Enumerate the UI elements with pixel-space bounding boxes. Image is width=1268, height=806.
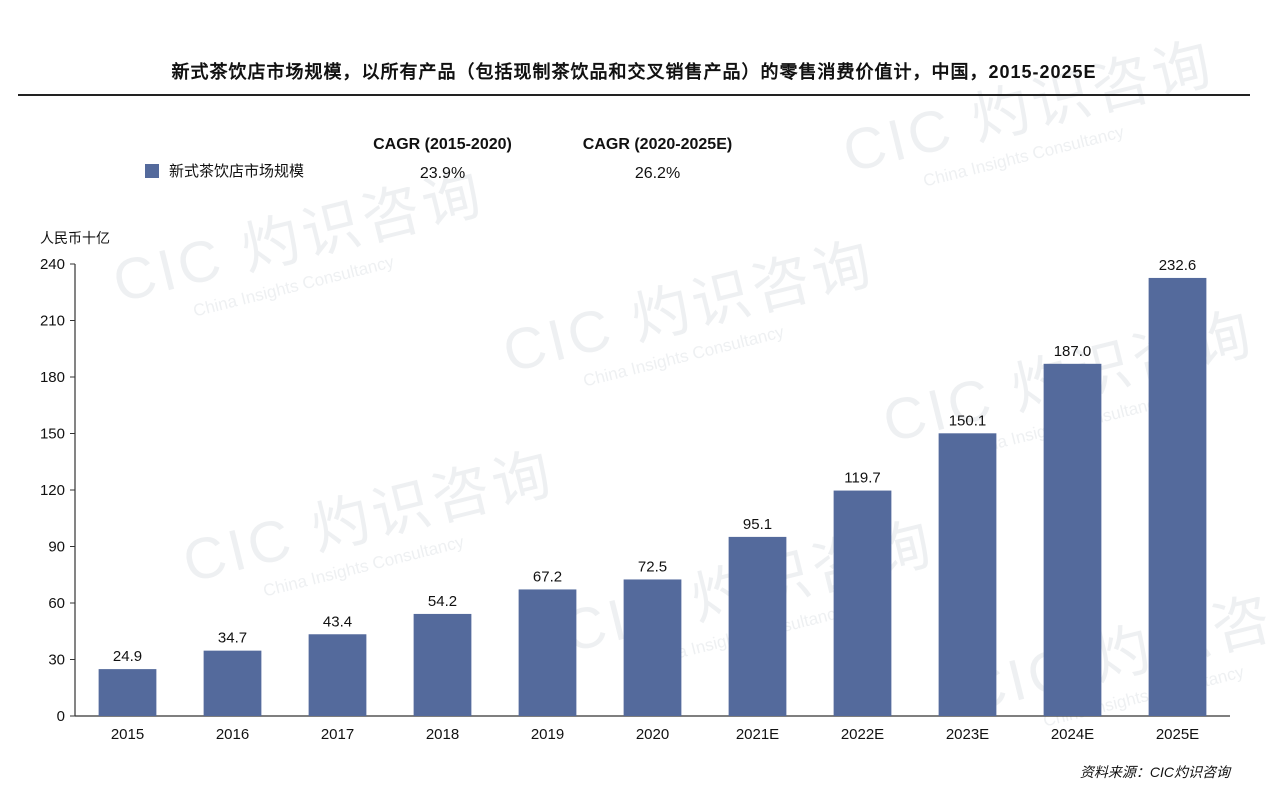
- bar-value-label: 95.1: [743, 516, 772, 533]
- x-tick-label: 2017: [321, 726, 354, 743]
- title-divider: [18, 94, 1250, 96]
- bar-value-label: 43.4: [323, 613, 352, 630]
- y-tick-label: 30: [48, 652, 65, 669]
- x-tick-label: 2020: [636, 726, 669, 743]
- x-tick-label: 2019: [531, 726, 564, 743]
- legend: 新式茶饮店市场规模: [145, 160, 304, 181]
- bar: [833, 490, 892, 716]
- y-axis-unit-label: 人民币十亿: [40, 230, 110, 246]
- x-tick-label: 2023E: [946, 726, 989, 743]
- source-note: 资料来源：CIC灼识咨询: [1079, 764, 1230, 780]
- bar: [518, 589, 577, 716]
- bar-value-label: 187.0: [1054, 343, 1092, 360]
- x-tick-label: 2024E: [1051, 726, 1094, 743]
- cagr-block-2: CAGR (2020-2025E) 26.2%: [575, 136, 740, 183]
- bar-value-label: 34.7: [218, 630, 247, 647]
- bar-value-label: 232.6: [1159, 257, 1197, 274]
- y-tick-label: 60: [48, 595, 65, 612]
- y-tick-label: 210: [40, 313, 65, 330]
- y-tick-label: 120: [40, 482, 65, 499]
- cagr-block-1: CAGR (2015-2020) 23.9%: [365, 136, 520, 183]
- y-tick-label: 180: [40, 369, 65, 386]
- bar: [938, 433, 997, 716]
- bar: [1148, 277, 1207, 716]
- legend-swatch: [145, 163, 159, 178]
- bar-value-label: 150.1: [949, 412, 987, 429]
- bar: [728, 536, 787, 716]
- bar: [623, 579, 682, 716]
- x-tick-label: 2021E: [736, 726, 779, 743]
- cagr-value: 26.2%: [634, 165, 681, 182]
- bar-value-label: 54.2: [428, 593, 457, 610]
- y-tick-label: 150: [40, 426, 65, 443]
- chart-title: 新式茶饮店市场规模，以所有产品（包括现制茶饮品和交叉销售产品）的零售消费价值计，…: [171, 62, 1097, 82]
- cagr-header: CAGR (2020-2025E): [582, 136, 733, 153]
- bar: [1043, 363, 1102, 716]
- y-tick-label: 240: [40, 256, 65, 273]
- cagr-header: CAGR (2015-2020): [373, 136, 512, 153]
- bar: [413, 613, 472, 716]
- bar-value-label: 67.2: [533, 568, 562, 585]
- bar: [98, 669, 157, 716]
- x-tick-label: 2022E: [841, 726, 884, 743]
- legend-label: 新式茶饮店市场规模: [169, 163, 305, 180]
- bar: [203, 650, 262, 716]
- y-tick-label: 0: [57, 708, 65, 725]
- bar: [308, 634, 367, 716]
- bar-value-label: 24.9: [113, 648, 142, 665]
- y-tick-label: 90: [48, 539, 65, 556]
- x-tick-label: 2018: [426, 726, 459, 743]
- bar-value-label: 119.7: [844, 470, 880, 487]
- bar-value-label: 72.5: [638, 558, 667, 575]
- x-tick-label: 2025E: [1156, 726, 1199, 743]
- x-tick-label: 2016: [216, 726, 249, 743]
- x-tick-label: 2015: [111, 726, 144, 743]
- cagr-value: 23.9%: [419, 165, 466, 182]
